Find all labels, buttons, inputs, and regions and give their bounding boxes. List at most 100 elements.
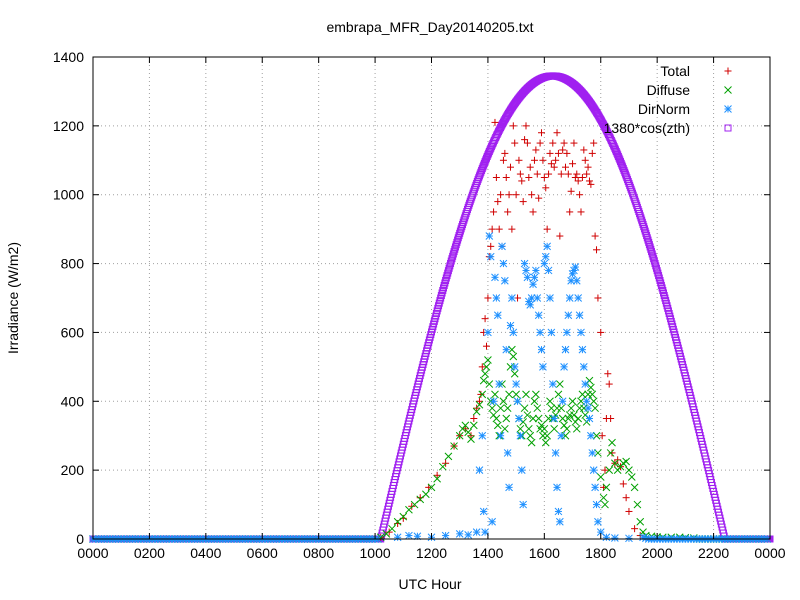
data-point: [549, 139, 557, 147]
data-point: [572, 276, 581, 285]
data-point: [513, 397, 522, 406]
data-point: [567, 187, 575, 195]
data-point: [545, 170, 553, 178]
data-point: [516, 424, 525, 433]
data-point: [533, 170, 541, 178]
data-point: [499, 259, 508, 268]
data-point: [442, 274, 450, 282]
data-point: [502, 174, 510, 181]
data-point: [587, 383, 595, 392]
data-point: [508, 225, 516, 233]
data-point: [601, 500, 609, 509]
x-tick-label: 0000: [754, 545, 785, 561]
data-point: [550, 414, 559, 423]
legend: Total Diffuse DirNorm 1380*cos(zth): [604, 63, 732, 136]
data-point: [454, 234, 462, 242]
x-tick-label: 1400: [472, 545, 503, 561]
data-point: [446, 262, 454, 270]
data-point: [502, 414, 511, 423]
data-point: [472, 407, 481, 416]
data-point: [633, 500, 642, 509]
data-point: [578, 174, 586, 181]
data-point: [643, 232, 651, 240]
data-point: [557, 404, 566, 413]
data-point: [554, 507, 563, 516]
data-point: [461, 421, 470, 430]
data-point: [558, 414, 567, 423]
data-point: [526, 163, 534, 171]
data-point: [508, 294, 516, 302]
data-point: [581, 380, 590, 388]
data-point: [619, 165, 627, 173]
data-point: [557, 431, 566, 440]
data-point: [625, 507, 633, 515]
data-point: [567, 404, 575, 413]
data-point: [643, 234, 651, 242]
data-point: [532, 146, 540, 154]
data-point: [579, 363, 588, 371]
data-point: [515, 414, 523, 423]
data-point: [492, 294, 501, 302]
data-point: [638, 216, 646, 224]
data-point: [622, 494, 630, 502]
data-point: [605, 466, 614, 474]
data-point: [528, 191, 536, 199]
y-tick-label: 400: [61, 393, 85, 409]
data-point: [499, 397, 508, 406]
data-point: [568, 397, 577, 406]
data-point: [553, 483, 561, 492]
series-diffuse: [89, 345, 772, 543]
data-point: [596, 473, 605, 481]
data-point: [637, 214, 645, 222]
data-point: [470, 415, 478, 422]
data-point: [491, 118, 499, 126]
data-point: [519, 418, 528, 426]
x-tick-label: 1600: [529, 545, 560, 561]
data-point: [444, 269, 452, 277]
data-point: [450, 248, 458, 256]
legend-label: Total: [660, 63, 690, 79]
data-point: [650, 255, 658, 263]
data-point: [646, 243, 654, 251]
data-point: [475, 466, 484, 474]
data-point: [464, 428, 473, 437]
data-point: [393, 533, 402, 542]
data-point: [443, 272, 451, 280]
data-point: [467, 435, 475, 444]
data-point: [530, 156, 538, 164]
data-point: [482, 363, 491, 371]
data-point: [433, 474, 441, 483]
data-point: [551, 449, 560, 457]
data-point: [453, 238, 461, 246]
data-point: [505, 191, 513, 199]
data-point: [477, 168, 485, 176]
data-point: [503, 404, 512, 413]
x-tick-label: 1800: [585, 545, 616, 561]
data-point: [477, 390, 485, 398]
data-point: [441, 279, 449, 287]
data-point: [592, 500, 601, 509]
data-point: [539, 156, 547, 164]
data-point: [599, 493, 608, 502]
data-point: [607, 415, 615, 422]
y-tick-label: 600: [61, 324, 85, 340]
data-point: [484, 294, 492, 302]
data-point: [550, 424, 559, 433]
data-point: [484, 328, 492, 337]
data-point: [527, 438, 536, 447]
data-point: [583, 170, 591, 178]
data-point: [578, 390, 587, 399]
data-point: [523, 139, 531, 147]
data-point: [573, 170, 581, 178]
data-point: [451, 243, 459, 251]
data-point: [518, 177, 526, 185]
data-point: [654, 269, 662, 277]
data-point: [456, 229, 464, 237]
legend-marker: [724, 124, 732, 132]
data-point: [641, 227, 649, 235]
data-point: [625, 466, 633, 474]
data-point: [652, 264, 660, 272]
data-point: [506, 321, 515, 330]
data-point: [555, 380, 564, 388]
